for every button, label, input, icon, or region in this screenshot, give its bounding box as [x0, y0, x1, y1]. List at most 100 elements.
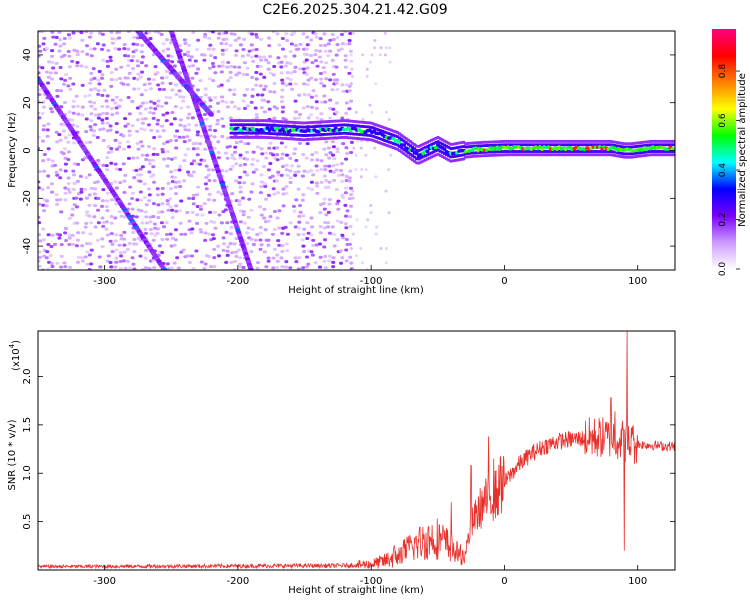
spectrogram-cell	[331, 107, 336, 111]
spectrogram-cell	[44, 46, 49, 50]
spectrogram-cell	[186, 54, 191, 58]
spectrogram-cell	[199, 134, 204, 138]
spectrogram-cell	[373, 146, 377, 150]
spectrogram-cell	[135, 64, 140, 68]
spectrogram-cell	[40, 31, 45, 34]
spectrogram-cell	[195, 48, 200, 52]
spectrogram-cell	[121, 259, 126, 263]
spectrogram-cell	[332, 157, 337, 161]
spectrogram-cell	[309, 169, 314, 173]
spectrogram-cell	[304, 255, 309, 259]
spectrogram-cell	[93, 204, 98, 208]
spectrogram-cell	[300, 198, 305, 202]
spectrogram-cell	[279, 173, 284, 177]
spectrogram-cell	[164, 221, 169, 225]
spectrogram-cell	[187, 64, 192, 68]
spectrogram-cell	[306, 116, 311, 120]
spectrogram-cell	[147, 82, 152, 86]
spectrogram-cell	[169, 170, 174, 174]
spectrogram-cell	[302, 169, 307, 173]
spectrogram-cell	[270, 174, 275, 178]
spectrogram-cell	[228, 64, 233, 68]
spectrogram-cell	[228, 70, 233, 74]
spectrogram-cell	[241, 47, 246, 51]
spectrogram-cell	[233, 38, 238, 42]
spectrogram-cell	[203, 147, 208, 151]
spectrogram-cell	[461, 157, 466, 161]
spectrogram-cell	[88, 232, 93, 236]
spectrogram-cell	[331, 256, 336, 260]
spectrogram-cell	[268, 161, 273, 165]
spectrogram-cell	[109, 161, 114, 165]
spectrogram-cell	[101, 58, 106, 62]
spectrogram-cell	[335, 78, 340, 82]
spectrogram-cell	[139, 140, 144, 144]
spectrogram-cell	[336, 207, 341, 211]
spectrogram-cell	[323, 254, 328, 258]
spectrogram-cell	[324, 77, 329, 81]
spectrogram-cell	[347, 89, 352, 93]
spectrogram-cell	[143, 256, 148, 260]
spectrogram-cell	[207, 36, 212, 40]
spectrogram-cell	[195, 204, 200, 208]
spectrogram-cell	[74, 196, 79, 200]
spectrogram-cell	[294, 158, 299, 162]
spectrogram-cell	[174, 146, 179, 150]
spectrogram-cell	[38, 250, 42, 254]
spectrogram-cell	[89, 54, 94, 58]
spectrogram-cell	[113, 265, 118, 269]
spectrogram-cell	[304, 72, 309, 76]
spectrogram-cell	[38, 221, 42, 225]
spectrogram-cell	[191, 193, 196, 197]
spectrogram-cell	[247, 197, 252, 201]
spectrogram-cell	[44, 70, 49, 74]
spectrogram-cell	[96, 162, 101, 166]
spectrogram-cell	[85, 210, 90, 214]
spectrogram-cell	[254, 33, 259, 37]
spectrogram-cell	[58, 44, 63, 48]
spectrogram-cell	[44, 256, 49, 260]
spectrogram-cell	[293, 116, 298, 120]
spectrogram-cell	[251, 150, 256, 154]
spectrogram-cell	[279, 60, 284, 64]
spectrogram-cell	[132, 176, 137, 180]
spectrogram-cell	[311, 243, 316, 247]
spectrogram-cell	[144, 215, 149, 219]
spectrogram-cell	[187, 123, 192, 127]
spectrogram-cell	[58, 176, 63, 180]
spectrogram-cell	[140, 70, 145, 74]
spectrogram-cell	[84, 44, 89, 48]
spectrogram-cell	[59, 254, 64, 258]
spectrogram-cell	[288, 78, 293, 82]
spectrogram-cell	[118, 260, 123, 264]
spectrogram-cell	[270, 232, 275, 236]
spectrogram-cell	[359, 146, 363, 150]
spectrogram-cell	[50, 264, 55, 268]
spectrogram-cell	[277, 209, 282, 213]
spectrogram-cell	[83, 94, 88, 98]
spectrogram-cell	[149, 100, 154, 104]
spectrogram-cell	[311, 173, 316, 177]
spectrogram-cell	[186, 105, 191, 109]
spectrogram-cell	[38, 44, 42, 48]
spectrogram-cell	[344, 157, 349, 161]
spectrogram-cell	[277, 43, 282, 47]
spectrogram-cell	[344, 214, 349, 218]
spectrogram-cell	[91, 133, 96, 137]
spectrogram-cell	[38, 88, 42, 92]
spectrogram-cell	[234, 162, 239, 166]
spectrogram-cell	[314, 106, 319, 110]
spectrogram-cell	[327, 259, 332, 263]
spectrogram-cell	[92, 215, 97, 219]
spectrogram-cell	[38, 264, 42, 268]
spectrogram-cell	[38, 116, 42, 120]
spectrogram-cell	[127, 71, 132, 75]
spectrogram-cell	[266, 243, 271, 247]
spectrogram-cell	[114, 202, 119, 206]
spectrogram-cell	[168, 205, 173, 209]
spectrogram-cell	[284, 163, 289, 167]
spectrogram-cell	[122, 47, 127, 51]
spectrogram-cell	[108, 55, 113, 59]
spectrogram-cell	[296, 116, 301, 120]
spectrogram-cell	[70, 213, 75, 217]
